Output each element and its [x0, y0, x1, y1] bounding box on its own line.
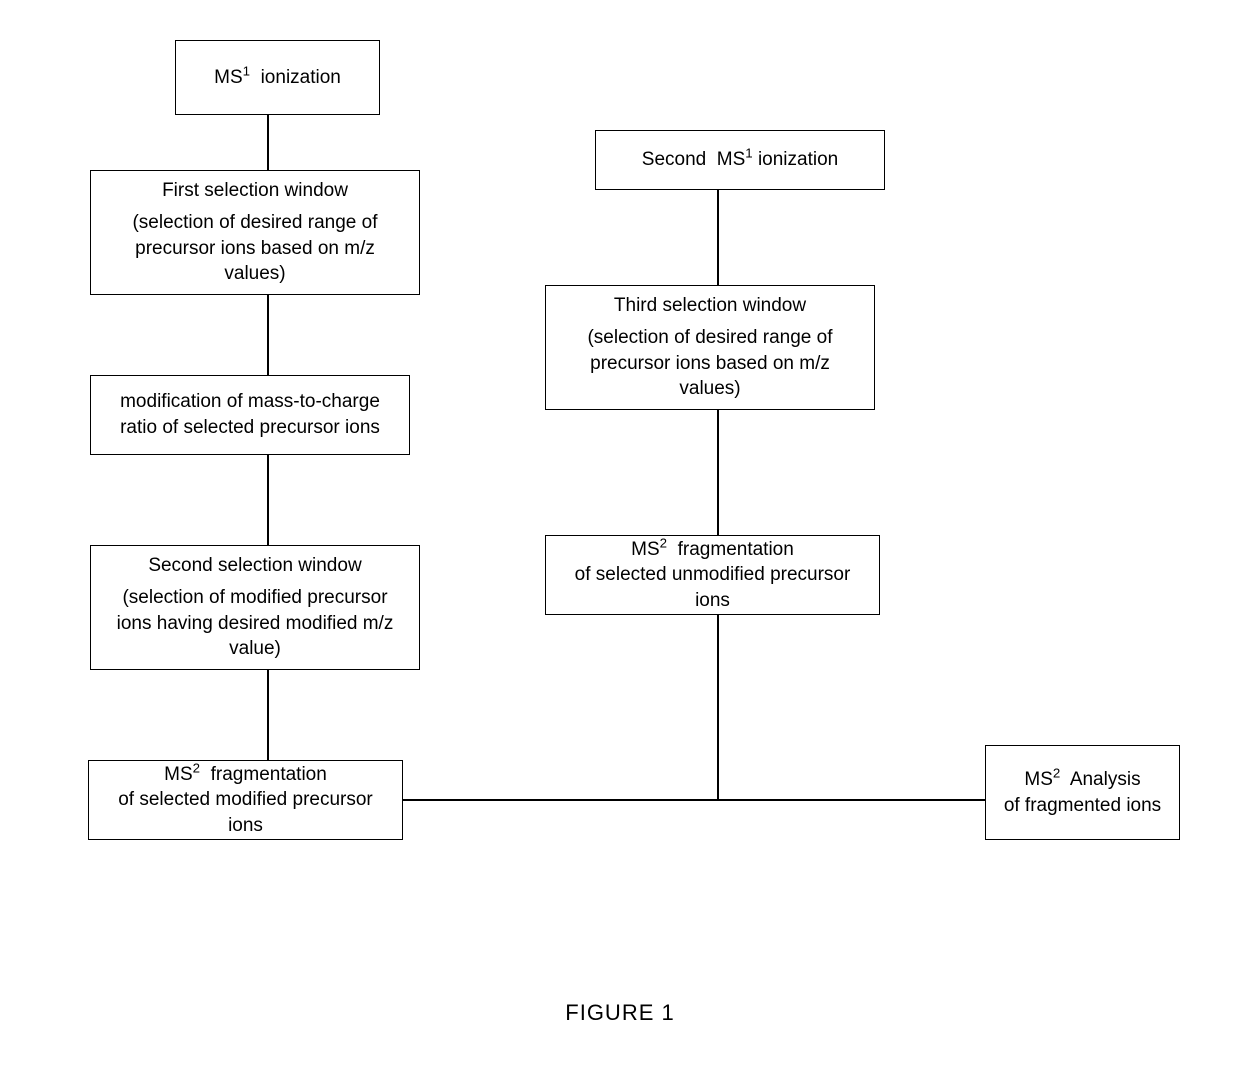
node-subtext: of selected unmodified precursor ions — [558, 562, 867, 613]
node-title: First selection window — [162, 178, 348, 204]
node-ms2-fragmentation-modified: MS2 fragmentation of selected modified p… — [88, 760, 403, 840]
connector-c2 — [267, 295, 269, 375]
flowchart-canvas: MS1 ionization First selection window (s… — [0, 0, 1240, 1092]
node-ms1-ionization: MS1 ionization — [175, 40, 380, 115]
node-label: MS2 fragmentation — [164, 762, 327, 788]
node-modify-mz: modification of mass-to-charge ratio of … — [90, 375, 410, 455]
node-label: Second MS1 ionization — [642, 147, 838, 173]
node-subtext: of selected modified precursor ions — [101, 787, 390, 838]
node-second-selection-window: Second selection window (selection of mo… — [90, 545, 420, 670]
node-title: Third selection window — [614, 293, 806, 319]
node-third-selection-window: Third selection window (selection of des… — [545, 285, 875, 410]
node-ms2-fragmentation-unmodified: MS2 fragmentation of selected unmodified… — [545, 535, 880, 615]
node-second-ms1-ionization: Second MS1 ionization — [595, 130, 885, 190]
node-label: MS2 fragmentation — [631, 537, 794, 563]
node-subtext: (selection of desired range of precursor… — [103, 210, 407, 287]
connector-c8 — [403, 799, 985, 801]
node-title: Second selection window — [148, 553, 361, 579]
node-subtext: modification of mass-to-charge ratio of … — [103, 389, 397, 440]
node-subtext: of fragmented ions — [1004, 793, 1161, 819]
node-label: MS1 ionization — [214, 65, 341, 91]
connector-c6 — [717, 410, 719, 535]
node-subtext: (selection of modified precursor ions ha… — [103, 585, 407, 662]
connector-c4 — [267, 670, 269, 760]
connector-c3 — [267, 455, 269, 545]
node-label: MS2 Analysis — [1024, 767, 1140, 793]
figure-caption: FIGURE 1 — [0, 1000, 1240, 1026]
connector-c7 — [717, 615, 719, 800]
connector-c1 — [267, 115, 269, 170]
node-first-selection-window: First selection window (selection of des… — [90, 170, 420, 295]
node-ms2-analysis: MS2 Analysis of fragmented ions — [985, 745, 1180, 840]
connector-c5 — [717, 190, 719, 285]
node-subtext: (selection of desired range of precursor… — [558, 325, 862, 402]
